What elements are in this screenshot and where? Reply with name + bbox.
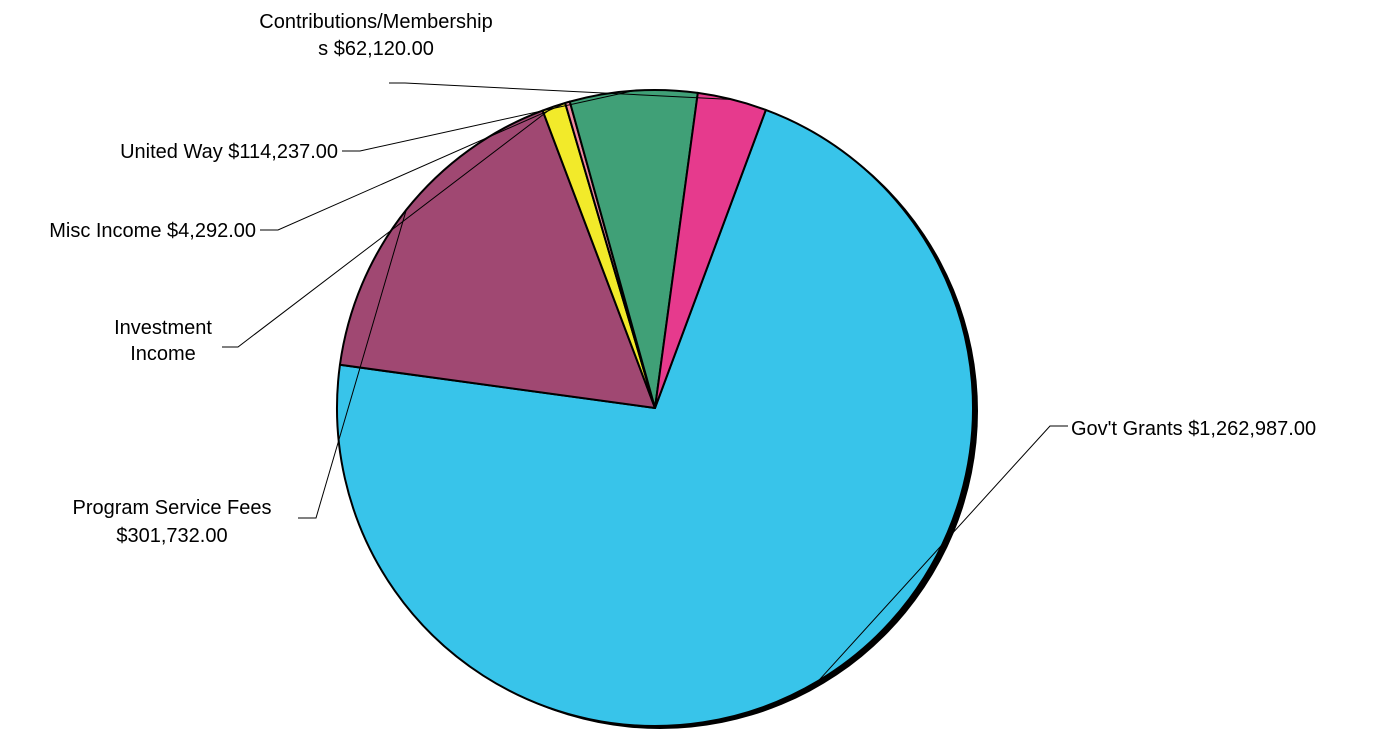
leader-lines — [222, 82, 1068, 682]
slice-label-contrib-line-1: Contributions/Membership — [259, 11, 492, 33]
slice-label-program-line-1: Program Service Fees — [73, 497, 272, 519]
slice-label-contrib-line-2: s $62,120.00 — [318, 38, 434, 60]
slice-labels: Gov't Grants $1,262,987.00 Program Servic… — [49, 11, 1316, 547]
slice-label-investment-line-2: Income — [130, 343, 196, 365]
slice-label-govt-line-1: Gov't Grants $1,262,987.00 — [1071, 418, 1316, 440]
leader-line-govt — [817, 425, 1068, 682]
slice-label-unitedway-line-1: United Way $114,237.00 — [120, 141, 338, 163]
leader-line-program — [298, 209, 407, 519]
leader-line-unitedway — [342, 90, 634, 152]
leader-line-contrib — [389, 82, 733, 100]
leader-line-misc — [260, 101, 568, 231]
slice-label-misc-line-1: Misc Income $4,292.00 — [49, 220, 256, 242]
leader-line-investment — [222, 106, 555, 348]
slice-label-program-line-2: $301,732.00 — [116, 525, 227, 547]
pie-slices — [336, 89, 974, 727]
slice-label-investment-line-1: Investment — [114, 317, 212, 339]
